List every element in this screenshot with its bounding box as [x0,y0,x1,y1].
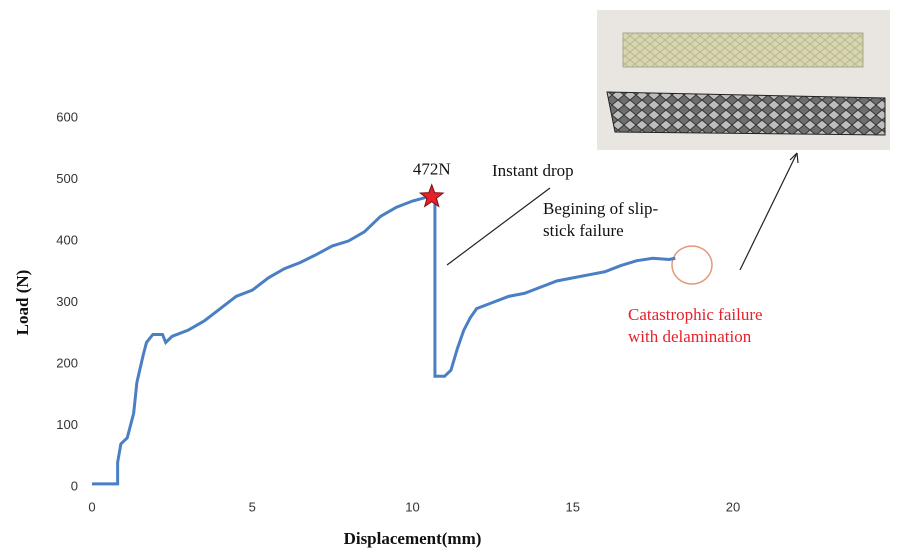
y-axis-title: Load (N) [13,270,32,336]
failure-circle [671,245,713,285]
x-tick-label: 0 [88,499,95,514]
y-tick-label: 100 [56,417,78,432]
pointer-line [446,187,551,266]
y-tick-label: 500 [56,171,78,186]
load-curve [92,195,676,486]
y-tick-label: 0 [71,478,78,493]
x-tick-label: 20 [726,499,740,514]
arrow [739,152,798,271]
peak-marker [418,183,445,208]
x-tick-label: 10 [405,499,419,514]
specimen-intact [622,32,864,68]
annotation: stick failure [543,221,624,240]
x-axis-title: Displacement(mm) [344,529,482,548]
y-tick-label: 300 [56,294,78,309]
arrow-head [789,152,799,164]
photo-inset [597,10,890,150]
x-tick-label: 5 [249,499,256,514]
annotation: Instant drop [492,161,574,180]
annotation: with delamination [628,327,752,346]
annotation: Catastrophic failure [628,305,763,324]
x-tick-label: 15 [566,499,580,514]
plot: 0 100 200 300 400 500 600 0 5 10 15 20 Displacement(… [13,109,763,548]
y-tick-label: 400 [56,232,78,247]
annotation: Begining of slip- [543,199,659,218]
specimen-failed [606,91,886,136]
peak-label: 472N [413,160,451,179]
y-tick-label: 200 [56,355,78,370]
y-tick-label: 600 [56,109,78,124]
